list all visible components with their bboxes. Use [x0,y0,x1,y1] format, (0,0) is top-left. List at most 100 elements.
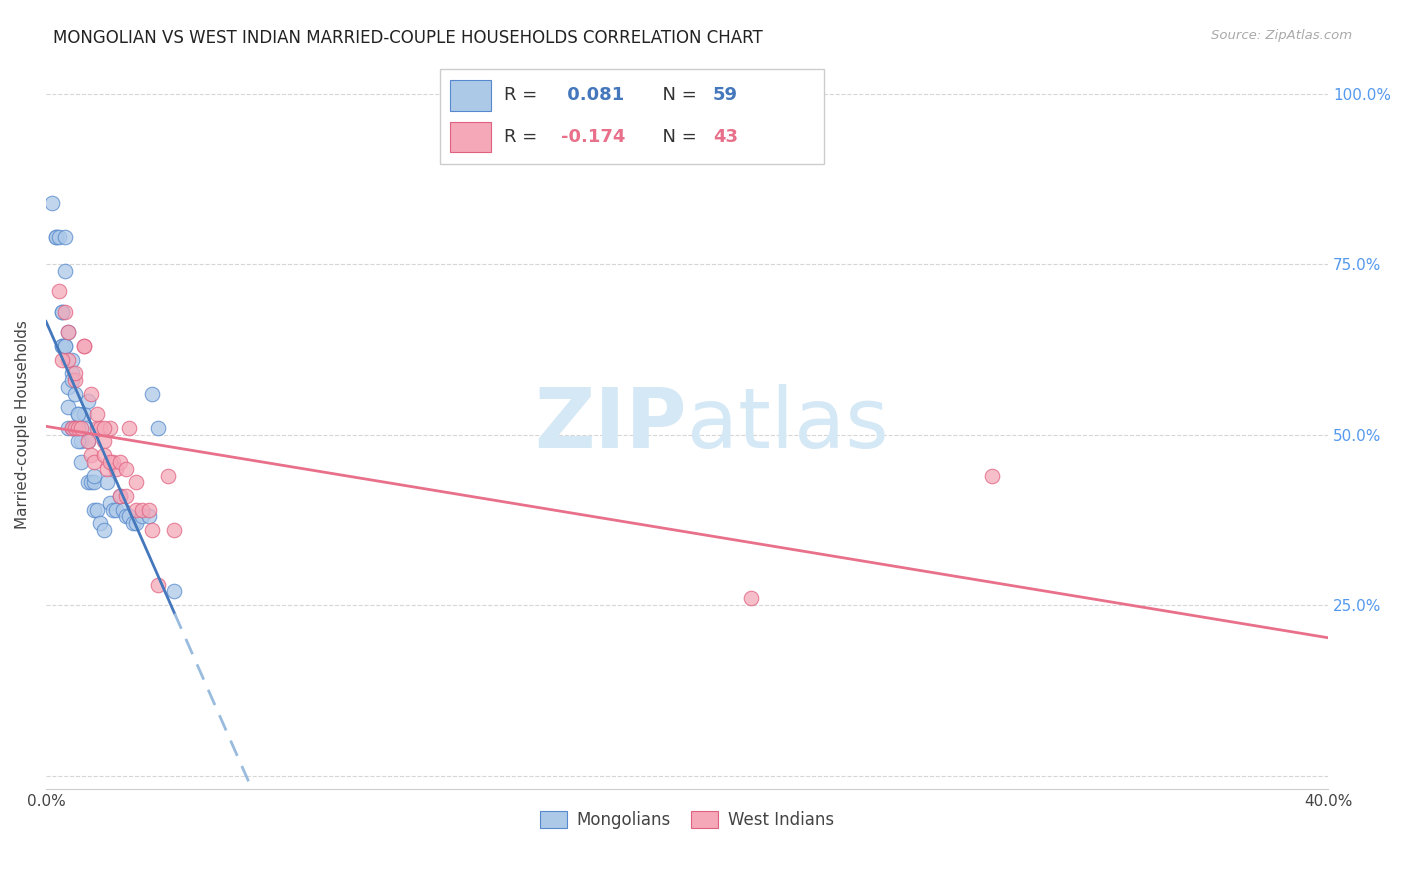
Text: 59: 59 [713,87,738,104]
Point [53,339,76,353]
Point [66,407,89,421]
Point [108,489,131,503]
Point [98,496,121,510]
Bar [450,121,491,153]
Point [141,386,163,401]
Point [89,421,111,435]
Point [83,475,105,490]
Point [96,461,118,475]
Point [131,509,153,524]
Point [53,264,76,278]
Point [93,421,115,435]
Point [58,326,80,340]
Point [105,502,128,516]
Point [93,448,115,462]
Point [51,305,73,319]
Point [41,195,63,210]
Point [118,421,141,435]
Point [108,455,131,469]
Point [63,421,86,435]
Point [60,421,83,435]
Point [86,421,108,435]
Point [73,407,96,421]
Text: Source: ZipAtlas.com: Source: ZipAtlas.com [1212,29,1353,42]
Text: 0.081: 0.081 [561,87,624,104]
Legend: Mongolians, West Indians: Mongolians, West Indians [533,804,841,836]
Point [63,373,86,387]
Point [51,339,73,353]
Text: R =: R = [503,87,543,104]
Point [89,516,111,531]
Point [66,407,89,421]
Point [63,421,86,435]
Point [63,366,86,380]
Point [58,326,80,340]
Text: ZIP: ZIP [534,384,688,465]
Point [115,509,138,524]
Point [48,285,70,299]
Point [63,386,86,401]
Point [45,230,67,244]
Point [156,468,179,483]
Point [125,502,148,516]
Point [131,502,153,516]
Point [58,352,80,367]
Point [111,502,134,516]
Point [83,502,105,516]
Point [76,475,98,490]
Bar [450,80,491,111]
Text: atlas: atlas [688,384,889,465]
Point [53,230,76,244]
Point [73,421,96,435]
Point [73,339,96,353]
Point [93,523,115,537]
Point [66,421,89,435]
Point [66,434,89,449]
Point [51,352,73,367]
Point [163,584,186,599]
Text: -0.174: -0.174 [561,128,626,146]
Point [103,502,125,516]
Point [45,230,67,244]
Point [60,366,83,380]
Point [76,434,98,449]
Point [70,455,93,469]
Point [163,523,186,537]
Point [86,502,108,516]
Point [66,421,89,435]
Text: N =: N = [651,128,703,146]
Point [83,455,105,469]
Point [48,230,70,244]
Point [66,421,89,435]
Point [96,475,118,490]
Point [60,352,83,367]
Point [63,421,86,435]
Y-axis label: Married-couple Households: Married-couple Households [15,320,30,529]
Point [80,448,103,462]
Text: 43: 43 [713,128,738,146]
Point [73,339,96,353]
Point [76,393,98,408]
Point [740,591,762,606]
Point [60,421,83,435]
Point [138,502,160,516]
Point [58,401,80,415]
Point [86,407,108,421]
Point [146,577,169,591]
Point [115,489,138,503]
Text: MONGOLIAN VS WEST INDIAN MARRIED-COUPLE HOUSEHOLDS CORRELATION CHART: MONGOLIAN VS WEST INDIAN MARRIED-COUPLE … [53,29,763,46]
Point [980,468,1002,483]
Point [108,489,131,503]
Point [146,421,169,435]
Point [141,523,163,537]
Point [76,434,98,449]
Point [58,421,80,435]
Point [58,380,80,394]
Point [51,339,73,353]
Point [121,516,143,531]
Text: N =: N = [651,87,703,104]
Point [138,509,160,524]
Point [70,434,93,449]
Point [80,386,103,401]
Point [63,421,86,435]
